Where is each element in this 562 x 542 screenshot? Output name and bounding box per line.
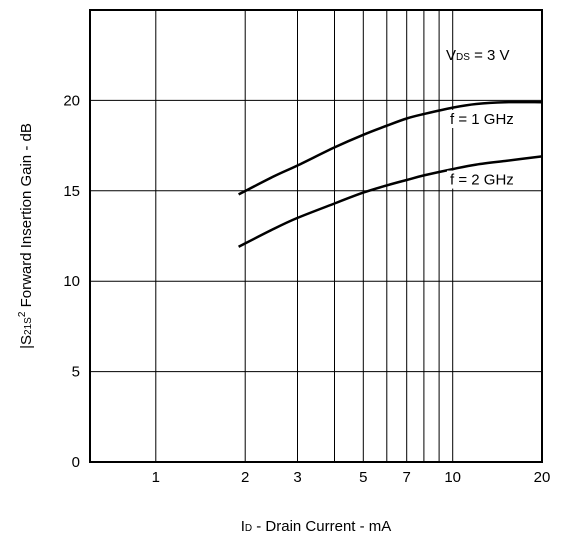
series-line-2	[238, 155, 543, 248]
x-tick-label: 5	[359, 469, 367, 486]
y-tick-label: 15	[63, 183, 80, 200]
series-label-layer: f = 1 GHz f = 2 GHz	[447, 110, 539, 189]
y-tick-label: 10	[63, 273, 80, 290]
series-label-bg	[447, 110, 539, 129]
y-tick-label: 5	[72, 364, 80, 381]
x-tick-label: 3	[293, 469, 301, 486]
series-label-2: f = 2 GHz	[450, 172, 514, 189]
y-axis-label: |S21S2 Forward Insertion Gain - dB	[17, 123, 35, 349]
vds-annotation: VDS = 3 V	[446, 47, 510, 64]
y-tick-label: 0	[72, 454, 80, 471]
y-tick-label: 20	[63, 92, 80, 109]
x-tick-label: 2	[241, 469, 249, 486]
grid-layer	[90, 10, 543, 462]
x-tick-label: 1	[152, 469, 160, 486]
x-axis-label: ID - Drain Current - mA	[241, 518, 392, 535]
x-tick-label: 10	[444, 469, 461, 486]
x-tick-label: 7	[403, 469, 411, 486]
tick-label-layer: 1 2 3 5 7 10 20 0 5 10 15 20	[63, 92, 550, 486]
series-label-bg	[447, 170, 539, 189]
series-line-1	[238, 100, 543, 196]
plot-frame	[89, 9, 543, 463]
series-layer	[238, 100, 543, 248]
series-label-1: f = 1 GHz	[450, 111, 514, 128]
x-tick-label: 20	[534, 469, 551, 486]
